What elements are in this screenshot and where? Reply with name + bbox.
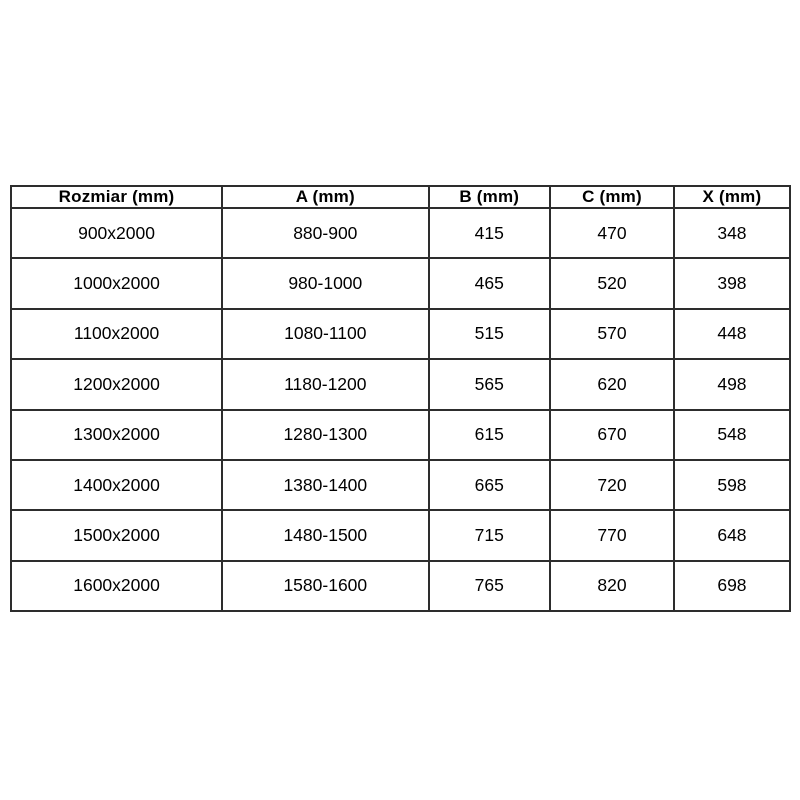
table-cell: 598 bbox=[672, 458, 792, 512]
table-cell: 670 bbox=[549, 408, 675, 461]
table-cell: 770 bbox=[549, 509, 675, 562]
table-cell: 698 bbox=[672, 559, 792, 613]
table-row: 1300x2000 1280-1300 615 670 548 bbox=[9, 408, 792, 461]
table-cell: 465 bbox=[427, 257, 552, 310]
table-cell: 765 bbox=[427, 559, 552, 613]
table-row: 1600x2000 1580-1600 765 820 698 bbox=[9, 559, 792, 613]
table-row: 1500x2000 1480-1500 715 770 648 bbox=[9, 509, 792, 562]
table-cell: 648 bbox=[672, 509, 792, 562]
table-cell: 820 bbox=[549, 559, 675, 613]
table-cell: 620 bbox=[549, 358, 675, 411]
table-cell: 1000x2000 bbox=[9, 257, 224, 310]
size-spec-table-head: Rozmiar (mm) A (mm) B (mm) C (mm) X (mm) bbox=[9, 185, 792, 209]
column-header-x: X (mm) bbox=[672, 185, 792, 209]
table-cell: 515 bbox=[427, 307, 552, 361]
table-cell: 1400x2000 bbox=[9, 458, 224, 512]
table-cell: 470 bbox=[549, 206, 675, 260]
size-spec-table-body: 900x2000 880-900 415 470 348 1000x2000 980-100… bbox=[9, 206, 792, 613]
table-row: 1000x2000 980-1000 465 520 398 bbox=[9, 257, 792, 310]
table-cell: 1580-1600 bbox=[221, 559, 430, 613]
table-cell: 1480-1500 bbox=[221, 509, 430, 562]
table-cell: 520 bbox=[549, 257, 675, 310]
table-cell: 615 bbox=[427, 408, 552, 461]
table-cell: 1280-1300 bbox=[221, 408, 430, 461]
table-cell: 565 bbox=[427, 358, 552, 411]
table-cell: 980-1000 bbox=[221, 257, 430, 310]
table-cell: 448 bbox=[672, 307, 792, 361]
table-row: 1200x2000 1180-1200 565 620 498 bbox=[9, 358, 792, 411]
table-cell: 348 bbox=[672, 206, 792, 260]
table-cell: 415 bbox=[427, 206, 552, 260]
table-row: 1100x2000 1080-1100 515 570 448 bbox=[9, 307, 792, 361]
table-row: 1400x2000 1380-1400 665 720 598 bbox=[9, 458, 792, 512]
column-header-b: B (mm) bbox=[427, 185, 552, 209]
table-row: 900x2000 880-900 415 470 348 bbox=[9, 206, 792, 260]
table-cell: 1300x2000 bbox=[9, 408, 224, 461]
table-cell: 1380-1400 bbox=[221, 458, 430, 512]
table-cell: 1180-1200 bbox=[221, 358, 430, 411]
header-row: Rozmiar (mm) A (mm) B (mm) C (mm) X (mm) bbox=[9, 185, 792, 209]
table-cell: 900x2000 bbox=[9, 206, 224, 260]
column-header-rozmiar: Rozmiar (mm) bbox=[9, 185, 224, 209]
table-cell: 880-900 bbox=[221, 206, 430, 260]
table-cell: 570 bbox=[549, 307, 675, 361]
table-cell: 548 bbox=[672, 408, 792, 461]
column-header-a: A (mm) bbox=[221, 185, 430, 209]
table-cell: 1100x2000 bbox=[9, 307, 224, 361]
column-header-c: C (mm) bbox=[549, 185, 675, 209]
table-cell: 398 bbox=[672, 257, 792, 310]
table-cell: 1200x2000 bbox=[9, 358, 224, 411]
size-spec-table: Rozmiar (mm) A (mm) B (mm) C (mm) X (mm)… bbox=[9, 185, 792, 613]
table-cell: 720 bbox=[549, 458, 675, 512]
table-cell: 665 bbox=[427, 458, 552, 512]
table-cell: 1600x2000 bbox=[9, 559, 224, 613]
table-cell: 498 bbox=[672, 358, 792, 411]
table-cell: 1500x2000 bbox=[9, 509, 224, 562]
table-cell: 715 bbox=[427, 509, 552, 562]
table-cell: 1080-1100 bbox=[221, 307, 430, 361]
